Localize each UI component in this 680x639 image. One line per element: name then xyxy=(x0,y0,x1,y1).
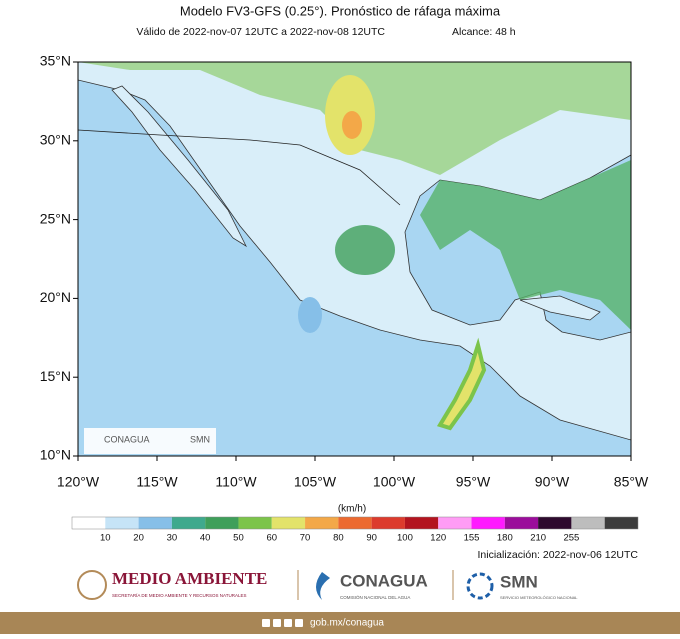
conagua-sub: COMISIÓN NACIONAL DEL AGUA xyxy=(340,594,410,600)
cuba xyxy=(519,295,601,321)
footer-url: gob.mx/conagua xyxy=(310,618,384,629)
gulf-gusts xyxy=(420,160,631,330)
y-tick-label: 10°N xyxy=(40,447,71,463)
colorbar-label: 180 xyxy=(497,533,513,544)
colorbar-swatch xyxy=(72,517,106,529)
title: Modelo FV3-GFS (0.25°). Pronóstico de rá… xyxy=(180,3,501,18)
x-tick-label: 120°W xyxy=(57,474,100,490)
x-tick-label: 115°W xyxy=(136,474,178,490)
colorbar-swatch xyxy=(171,517,206,529)
smn-sub: SERVICIO METEOROLÓGICO NACIONAL xyxy=(500,595,578,600)
logo-smn: SMN xyxy=(190,434,210,444)
colorbar-label: 90 xyxy=(366,533,377,544)
y-tick-label: 15°N xyxy=(40,368,71,384)
x-tick-label: 110°W xyxy=(215,474,257,490)
colorbar-swatch xyxy=(471,517,505,529)
colorbar-swatch xyxy=(271,517,306,529)
map: CONAGUA SMN xyxy=(78,62,631,456)
colorbar-label: 50 xyxy=(233,533,244,544)
border xyxy=(78,129,401,206)
colorbar-swatch xyxy=(538,517,572,529)
colorbar-label: 120 xyxy=(430,533,446,544)
colorbar-label: 100 xyxy=(397,533,413,544)
colorbar-label: 60 xyxy=(266,533,277,544)
colorbar-frame xyxy=(71,516,639,530)
axes: 35°N 30°N 25°N 20°N 15°N 10°N 120°W 115°W 110°W 1… xyxy=(40,53,649,490)
colorbar-label: 10 xyxy=(100,533,111,544)
smn: SMN xyxy=(500,572,538,591)
x-tick-label: 105°W xyxy=(294,474,337,490)
x-tick-label: 95°W xyxy=(456,474,491,490)
y-tick-label: 20°N xyxy=(40,289,71,305)
baja-california xyxy=(111,85,247,248)
colorbar: 10 20 30 40 50 60 70 80 90 100 120 155 180 210 255 xyxy=(71,516,639,544)
gust-area xyxy=(298,297,322,333)
colorbar-swatch xyxy=(138,517,172,529)
y-tick-label: 35°N xyxy=(40,53,71,69)
colorbar-swatch xyxy=(371,517,405,529)
semarnat: MEDIO AMBIENTE xyxy=(112,569,267,588)
colorbar-swatch xyxy=(338,517,372,529)
colorbar-label: 40 xyxy=(200,533,211,544)
gust-area xyxy=(436,337,487,431)
x-tick-label: 90°W xyxy=(535,474,570,490)
colorbar-label: 255 xyxy=(563,533,579,544)
valid-text: Válido de 2022-nov-07 12UTC a 2022-nov-0… xyxy=(136,26,385,38)
semarnat-sub: SECRETARÍA DE MEDIO AMBIENTE Y RECURSOS … xyxy=(112,592,246,598)
logo-conagua: CONAGUA xyxy=(104,434,150,444)
colorbar-swatch xyxy=(105,517,139,529)
colorbar-swatch xyxy=(205,517,239,529)
colorbar-label: 155 xyxy=(464,533,480,544)
colorbar-label: 30 xyxy=(167,533,178,544)
colorbar-swatch xyxy=(305,517,339,529)
social-icons xyxy=(262,619,303,627)
colorbar-swatch xyxy=(571,517,605,529)
gust-area xyxy=(335,225,395,275)
colorbar-swatch xyxy=(504,517,539,529)
colorbar-unit: (km/h) xyxy=(338,504,366,515)
init-text: Inicialización: 2022-nov-06 12UTC xyxy=(478,549,639,561)
gust-area xyxy=(342,111,362,139)
conagua: CONAGUA xyxy=(340,571,428,590)
map-logo: CONAGUA SMN xyxy=(84,428,216,454)
colorbar-swatch xyxy=(438,517,472,529)
colorbar-label: 20 xyxy=(133,533,144,544)
y-tick-label: 25°N xyxy=(40,210,71,226)
map-frame xyxy=(77,61,632,457)
colorbar-swatch xyxy=(238,517,272,529)
y-tick-label: 30°N xyxy=(40,132,71,148)
colorbar-label: 210 xyxy=(530,533,546,544)
range-text: Alcance: 48 h xyxy=(452,26,516,38)
footer-logos: MEDIO AMBIENTE SECRETARÍA DE MEDIO AMBIE… xyxy=(77,569,578,600)
x-tick-label: 100°W xyxy=(373,474,416,490)
footer-band xyxy=(0,612,680,634)
colorbar-swatch xyxy=(404,517,439,529)
colorbar-label: 70 xyxy=(300,533,311,544)
colorbar-label: 80 xyxy=(333,533,344,544)
x-tick-label: 85°W xyxy=(614,474,649,490)
colorbar-swatch xyxy=(604,517,638,529)
